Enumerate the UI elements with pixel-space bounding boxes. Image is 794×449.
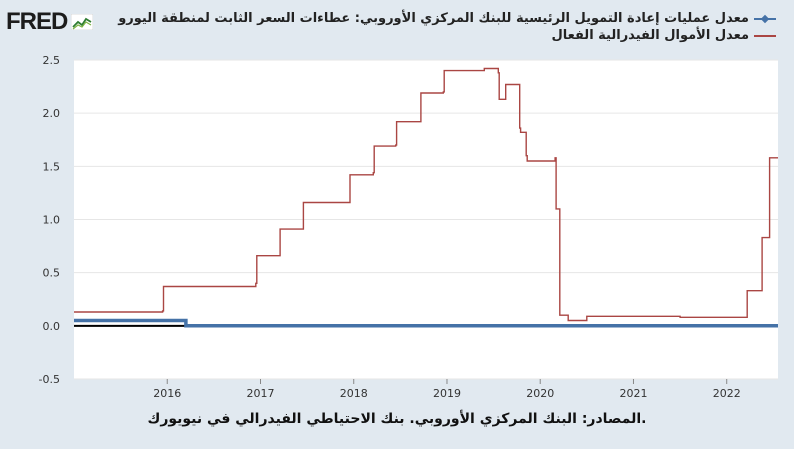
y-tick-label: 2.5 [43,54,61,67]
x-tick-label: 2018 [340,387,368,400]
source-note: .المصادر: البنك المركزي الأوروبي. بنك ال… [147,411,647,427]
series-line-fed[interactable] [74,67,778,322]
y-tick-label: -0.5 [39,373,60,386]
x-tick-label: 2017 [246,387,274,400]
y-tick-label: 2.0 [43,107,61,120]
series-line-ecb[interactable] [74,318,778,328]
chart-legend: معدل عمليات إعادة التمويل الرئيسية للبنك… [118,10,776,44]
x-tick-label: 2022 [713,387,741,400]
x-tick-label: 2021 [619,387,647,400]
y-tick-label: 0.5 [43,267,61,280]
legend-label-fed: معدل الأموال الفيدرالية الفعال [551,28,749,43]
y-tick-label: 0.0 [43,320,61,333]
legend-swatch-fed [754,34,776,37]
fred-logo[interactable]: FRED [6,8,94,36]
logo-chart-icon [71,14,94,30]
x-tick-label: 2019 [433,387,461,400]
legend-item-fed[interactable]: معدل الأموال الفيدرالية الفعال [118,27,776,44]
y-tick-label: 1.0 [43,214,61,227]
legend-label-ecb: معدل عمليات إعادة التمويل الرئيسية للبنك… [118,11,749,26]
x-tick-label: 2020 [526,387,554,400]
x-axis-ticks: 2016 2017 2018 2019 2020 2021 2022 [153,379,741,400]
logo-text: FRED [6,8,68,35]
y-tick-label: 1.5 [43,160,61,173]
legend-swatch-ecb [754,17,776,20]
x-tick-label: 2016 [153,387,181,400]
y-axis-ticks: -0.5 0.0 0.5 1.0 1.5 2.0 2.5 [39,54,60,386]
chart-series [74,67,778,328]
legend-item-ecb[interactable]: معدل عمليات إعادة التمويل الرئيسية للبنك… [118,10,776,27]
